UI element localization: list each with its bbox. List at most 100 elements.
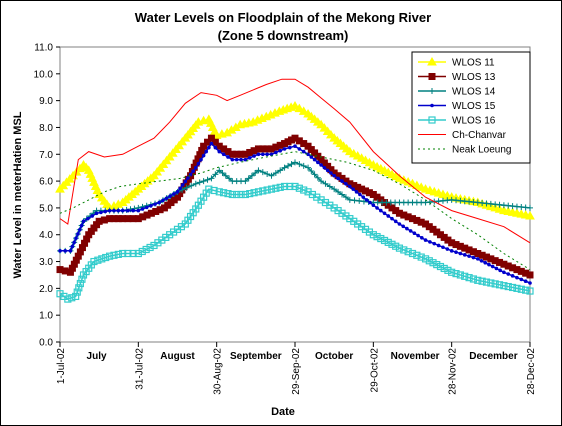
y-tick-label: 5.0 <box>39 203 53 214</box>
data-point <box>401 224 405 229</box>
data-point <box>183 179 188 184</box>
series-wlos-15 <box>58 141 532 285</box>
data-point <box>375 206 379 210</box>
data-point <box>292 159 298 166</box>
y-tick-label: 2.0 <box>39 284 53 295</box>
y-axis-title: Water Level in meterHatien MSL <box>12 111 24 278</box>
data-point <box>77 227 82 232</box>
data-point <box>213 145 218 150</box>
data-point <box>344 181 348 186</box>
data-point <box>495 281 504 289</box>
data-point <box>94 256 102 264</box>
data-point <box>209 141 214 146</box>
data-point <box>378 208 383 213</box>
x-tick-label: 28-Nov-02 <box>448 348 459 395</box>
data-point <box>523 279 528 284</box>
data-point <box>351 187 355 191</box>
y-tick-label: 3.0 <box>39 257 53 268</box>
data-point <box>325 168 330 173</box>
data-point <box>234 157 239 162</box>
legend-label: WLOS 13 <box>452 72 496 83</box>
data-point <box>241 190 249 199</box>
data-point <box>474 276 482 284</box>
data-point <box>63 249 68 253</box>
data-point <box>110 251 118 259</box>
data-point <box>293 144 297 149</box>
data-point <box>296 161 303 168</box>
data-point <box>429 88 435 94</box>
data-point <box>79 223 84 228</box>
data-point <box>430 103 434 108</box>
data-point <box>222 172 229 179</box>
data-point <box>267 185 276 193</box>
data-point <box>452 270 460 278</box>
y-tick-label: 10.0 <box>34 69 54 80</box>
data-point <box>287 145 292 150</box>
data-point <box>196 161 201 166</box>
data-point <box>527 204 533 211</box>
data-point <box>216 167 223 174</box>
data-point <box>500 282 508 290</box>
data-point <box>429 259 437 267</box>
data-point <box>356 197 363 204</box>
data-point <box>339 191 345 198</box>
data-point <box>224 190 232 198</box>
data-point <box>428 73 436 80</box>
data-point <box>312 157 317 162</box>
data-point <box>252 154 256 158</box>
data-point <box>309 155 314 159</box>
data-point <box>72 240 76 245</box>
month-label: November <box>391 351 440 362</box>
data-point <box>208 175 215 182</box>
data-point <box>269 152 274 157</box>
series-ch-chanvar <box>59 78 531 244</box>
data-point <box>405 226 409 231</box>
data-point <box>286 182 294 191</box>
y-axis: 0.0 1.0 2.0 3.0 4.0 5.0 6.0 7.0 8.0 9.0 10.0 11.0 <box>34 43 60 349</box>
data-point <box>144 205 149 210</box>
data-point <box>400 246 408 254</box>
data-point <box>183 184 190 191</box>
month-label: October <box>315 351 353 362</box>
data-point <box>475 257 480 261</box>
data-point <box>265 152 269 157</box>
data-point <box>290 100 300 110</box>
data-point <box>274 150 278 155</box>
data-point <box>219 170 226 177</box>
data-point <box>233 190 241 199</box>
data-point <box>116 208 121 213</box>
data-point <box>239 157 243 162</box>
data-point <box>212 171 219 178</box>
data-point <box>99 210 103 215</box>
data-point <box>295 184 303 192</box>
data-point <box>513 284 521 292</box>
data-point <box>393 219 398 224</box>
data-point <box>157 200 162 205</box>
data-point <box>298 106 309 115</box>
data-point <box>119 249 127 258</box>
x-tick-label: 28-Dec-02 <box>526 348 537 395</box>
data-point <box>120 208 125 213</box>
data-point <box>142 245 150 254</box>
data-point <box>301 149 306 154</box>
data-point <box>200 178 207 185</box>
data-point <box>517 285 525 293</box>
data-point <box>491 280 499 288</box>
data-point <box>74 236 78 240</box>
data-point <box>263 186 271 194</box>
series-wlos-13 <box>56 134 534 279</box>
data-point <box>161 198 165 203</box>
data-point <box>465 274 473 282</box>
data-point <box>201 153 206 158</box>
data-point <box>487 279 495 287</box>
data-point <box>525 210 535 220</box>
data-point <box>308 168 315 175</box>
data-point <box>351 197 358 204</box>
data-point <box>428 240 432 244</box>
data-point <box>316 160 320 165</box>
x-tick-label: 30-Aug-02 <box>213 348 224 395</box>
data-point <box>200 142 208 150</box>
data-point <box>192 180 199 187</box>
data-point <box>390 216 394 221</box>
